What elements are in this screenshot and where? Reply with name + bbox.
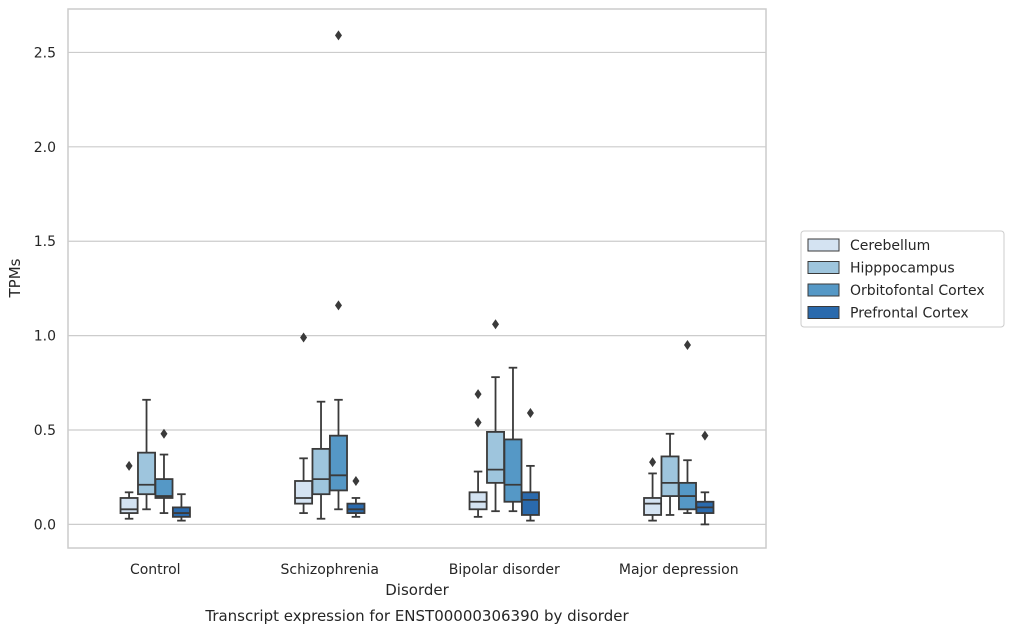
box-group: [486, 319, 505, 513]
outlier-point: [300, 332, 308, 343]
box-group: [660, 432, 680, 516]
outlier-point: [160, 428, 168, 439]
y-axis-ticks: 0.0 0.5 1.0 1.5 2.0 2.5: [34, 45, 56, 533]
box-body: [486, 430, 505, 484]
outlier-point: [334, 300, 342, 311]
box-body: [503, 438, 523, 503]
legend: Cerebellum Hipppocampus Orbitofontal Corte…: [800, 230, 1005, 328]
plot-frame: [67, 8, 767, 549]
y-tick-label: 0.0: [34, 517, 56, 533]
legend-label: Hipppocampus: [850, 261, 955, 277]
outlier-point: [649, 457, 657, 468]
box-group: [468, 389, 488, 518]
box-group: [329, 30, 348, 511]
x-tick-label: Major depression: [619, 562, 739, 578]
legend-label: Cerebellum: [850, 238, 930, 254]
box-body: [119, 497, 139, 514]
box-group: [119, 460, 139, 520]
box-group: [311, 400, 331, 520]
outlier-point: [683, 340, 691, 351]
y-tick-label: 0.5: [34, 423, 56, 439]
outlier-point: [352, 475, 360, 486]
box-group: [154, 428, 174, 514]
outlier-point: [334, 30, 342, 41]
y-tick-label: 1.0: [34, 329, 56, 345]
box-body: [171, 506, 191, 518]
outlier-point: [526, 408, 534, 419]
outlier-point: [125, 460, 133, 471]
box-group: [346, 475, 366, 518]
box-group: [503, 366, 523, 513]
box-group: [171, 493, 191, 522]
box-body: [137, 451, 156, 496]
box-body: [329, 434, 348, 492]
legend-swatch: [807, 306, 840, 319]
box-body: [660, 455, 680, 497]
box-group: [294, 332, 314, 514]
legend-swatch: [807, 283, 840, 297]
x-tick-label: Bipolar disorder: [449, 562, 560, 578]
box-body: [346, 502, 366, 514]
box-group: [643, 457, 663, 522]
box-body: [154, 478, 174, 499]
legend-swatch: [807, 238, 840, 252]
grid-lines: [68, 51, 766, 526]
x-axis-ticks: Control Schizophrenia Bipolar disorder Majo…: [130, 562, 739, 578]
y-tick-label: 1.5: [34, 234, 56, 250]
chart-title: Transcript expression for ENST0000030639…: [204, 607, 629, 625]
box-body: [468, 491, 488, 511]
x-tick-label: Schizophrenia: [281, 562, 379, 578]
box-body: [311, 447, 331, 496]
legend-label: Prefrontal Cortex: [850, 306, 969, 322]
outlier-point: [492, 319, 500, 330]
box-group: [695, 430, 715, 526]
box-group: [137, 398, 156, 511]
x-axis-label: Disorder: [385, 581, 449, 599]
box-body: [520, 491, 540, 516]
legend-frame: [800, 230, 1005, 328]
box-body: [643, 497, 663, 516]
y-axis-label: TPMs: [6, 258, 24, 298]
x-tick-label: Control: [130, 562, 181, 578]
y-tick-label: 2.5: [34, 45, 56, 61]
outlier-point: [474, 389, 482, 400]
box-group: [520, 408, 540, 522]
box-group: [678, 340, 697, 514]
boxes-layer: [119, 30, 715, 526]
outlier-point: [701, 430, 709, 441]
legend-swatch: [807, 261, 840, 274]
box-body: [294, 480, 314, 505]
y-tick-label: 2.0: [34, 140, 56, 156]
outlier-point: [474, 417, 482, 428]
legend-label: Orbitofontal Cortex: [850, 283, 985, 299]
